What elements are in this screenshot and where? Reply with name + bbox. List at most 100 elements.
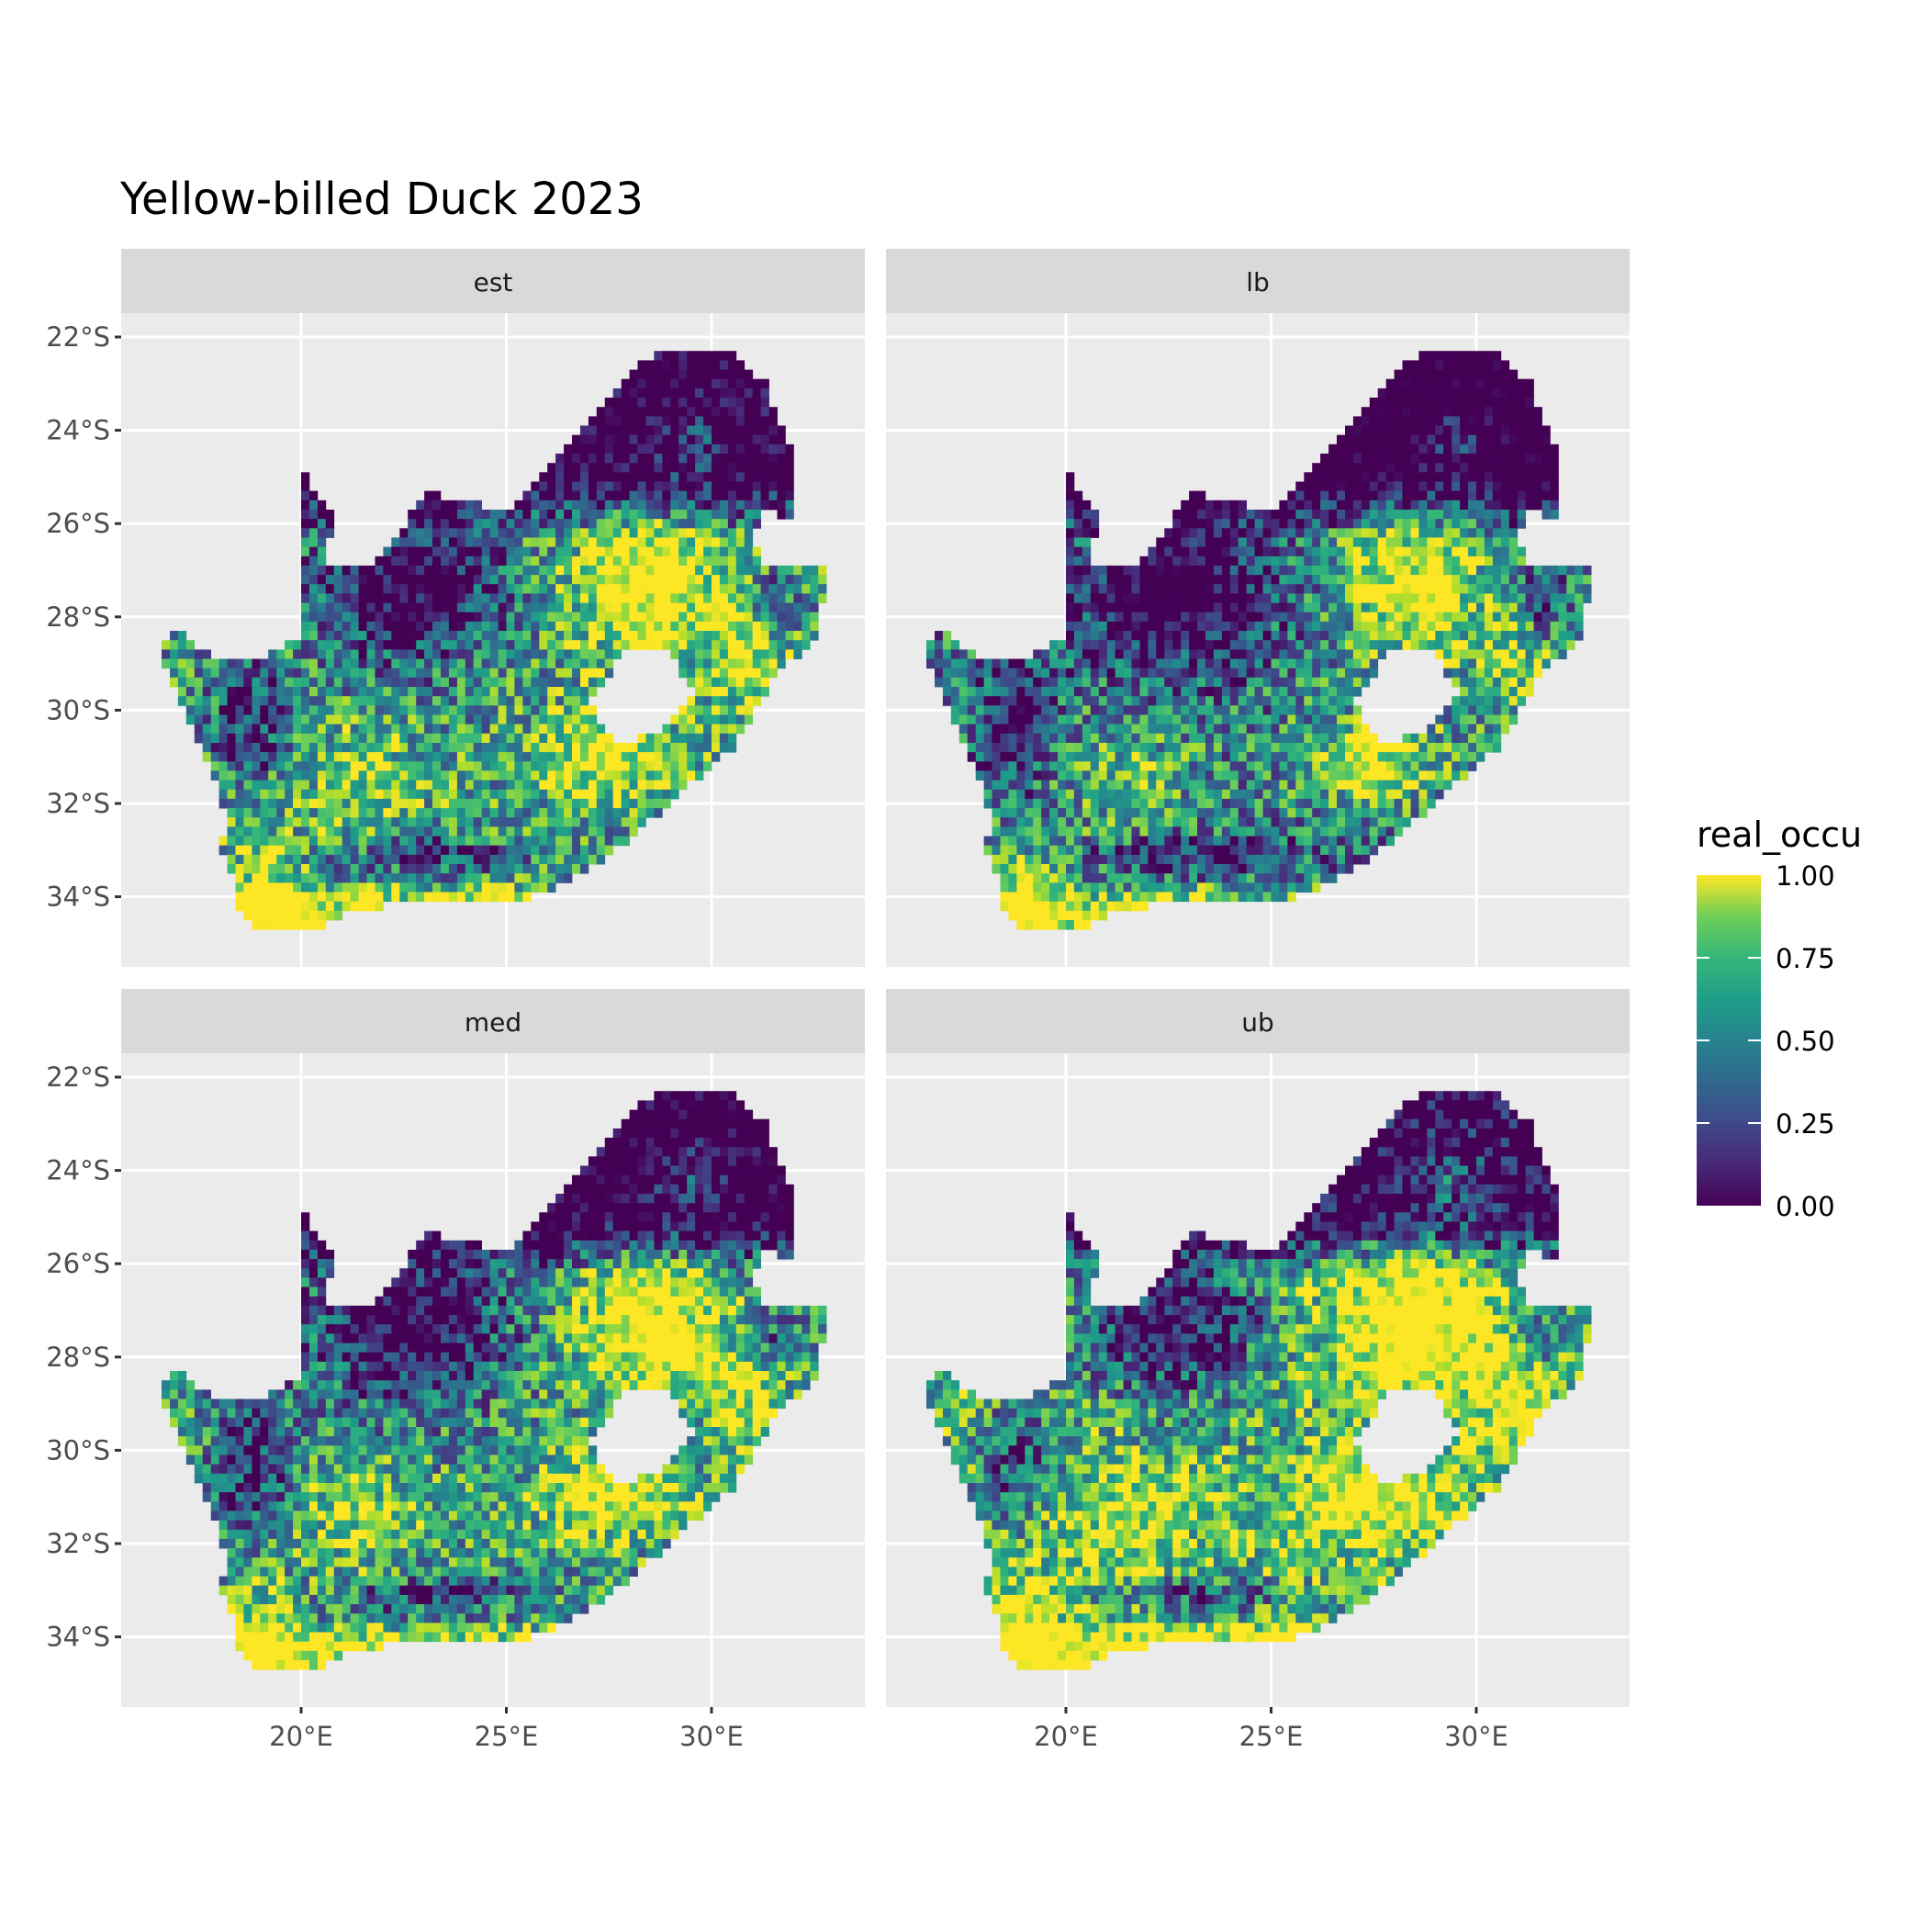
raster-cell: [1016, 696, 1025, 706]
raster-cell: [318, 893, 326, 903]
raster-cell: [326, 622, 334, 632]
raster-cell: [1230, 790, 1239, 800]
raster-cell: [1279, 724, 1287, 735]
raster-cell: [268, 770, 276, 781]
raster-cell: [539, 781, 547, 791]
raster-cell: [474, 584, 482, 594]
raster-cell: [1287, 734, 1295, 744]
raster-cell: [712, 426, 720, 436]
raster-cell: [605, 528, 613, 538]
raster-cell: [1066, 603, 1074, 613]
raster-cell: [514, 743, 522, 753]
raster-cell: [1008, 911, 1016, 921]
raster-cell: [1304, 668, 1312, 679]
raster-cell: [984, 752, 992, 762]
raster-cell: [1140, 837, 1149, 847]
raster-cell: [285, 734, 293, 744]
raster-cell: [1395, 556, 1403, 567]
raster-cell: [662, 407, 670, 417]
raster-cell: [1222, 837, 1230, 847]
raster-cell: [1378, 603, 1386, 613]
raster-cell: [301, 640, 309, 650]
raster-cell: [638, 575, 646, 585]
raster-cell: [1362, 622, 1370, 632]
raster-cell: [1156, 696, 1164, 706]
raster-cell: [1008, 855, 1016, 865]
raster-cell: [1287, 864, 1295, 874]
raster-cell: [1107, 622, 1115, 632]
raster-cell: [441, 790, 449, 800]
raster-cell: [301, 893, 309, 903]
raster-cell: [514, 510, 522, 520]
raster-cell: [416, 752, 424, 762]
raster-cell: [968, 678, 976, 688]
raster-cell: [1320, 752, 1328, 762]
raster-cell: [1337, 826, 1345, 837]
raster-cell: [588, 855, 597, 865]
raster-cell: [260, 770, 268, 781]
raster-cell: [514, 734, 522, 744]
raster-cell: [662, 491, 670, 501]
raster-cell: [1403, 631, 1411, 641]
raster-cell: [1016, 920, 1025, 930]
raster-cell: [531, 593, 539, 603]
raster-cell: [613, 528, 622, 538]
raster-cell: [1001, 882, 1009, 893]
raster-cell: [441, 649, 449, 659]
raster-cell: [613, 640, 622, 650]
raster-cell: [736, 593, 745, 603]
raster-cell: [1099, 826, 1107, 837]
raster-cell: [1239, 678, 1247, 688]
raster-cell: [786, 566, 794, 576]
raster-cell: [268, 724, 276, 735]
raster-cell: [482, 678, 490, 688]
raster-cell: [1074, 622, 1082, 632]
raster-cell: [1222, 556, 1230, 567]
raster-cell: [1304, 864, 1312, 874]
raster-cell: [1403, 528, 1411, 538]
raster-cell: [1181, 593, 1189, 603]
raster-cell: [670, 612, 678, 623]
raster-cell: [531, 817, 539, 827]
raster-cell: [465, 640, 474, 650]
raster-cell: [539, 668, 547, 679]
raster-cell: [432, 678, 441, 688]
raster-cell: [1082, 864, 1091, 874]
raster-cell: [1140, 687, 1149, 697]
raster-cell: [1386, 640, 1395, 650]
raster-cell: [351, 734, 359, 744]
raster-cell: [449, 882, 457, 893]
raster-cell: [1066, 556, 1074, 567]
raster-cell: [1082, 649, 1091, 659]
raster-cell: [1362, 612, 1370, 623]
raster-cell: [474, 846, 482, 856]
raster-cell: [654, 398, 662, 408]
raster-cell: [1247, 846, 1255, 856]
raster-cell: [1066, 734, 1074, 744]
raster-cell: [465, 622, 474, 632]
raster-cell: [678, 500, 687, 511]
raster-cell: [309, 911, 318, 921]
raster-cell: [408, 659, 416, 669]
raster-cell: [1016, 855, 1025, 865]
raster-cell: [1222, 734, 1230, 744]
raster-cell: [1001, 743, 1009, 753]
raster-cell: [507, 640, 515, 650]
raster-cell: [1181, 510, 1189, 520]
raster-cell: [769, 612, 778, 623]
raster-cell: [1353, 584, 1362, 594]
raster-cell: [376, 893, 384, 903]
raster-cell: [572, 705, 580, 715]
raster-cell: [1124, 640, 1132, 650]
raster-cell: [457, 770, 465, 781]
raster-cell: [391, 893, 399, 903]
raster-cell: [1386, 500, 1395, 511]
raster-cell: [228, 790, 236, 800]
raster-cell: [1164, 649, 1172, 659]
raster-cell: [588, 566, 597, 576]
raster-cell: [301, 649, 309, 659]
raster-cell: [580, 575, 588, 585]
raster-cell: [703, 360, 712, 370]
raster-cell: [309, 631, 318, 641]
raster-cell: [1156, 846, 1164, 856]
